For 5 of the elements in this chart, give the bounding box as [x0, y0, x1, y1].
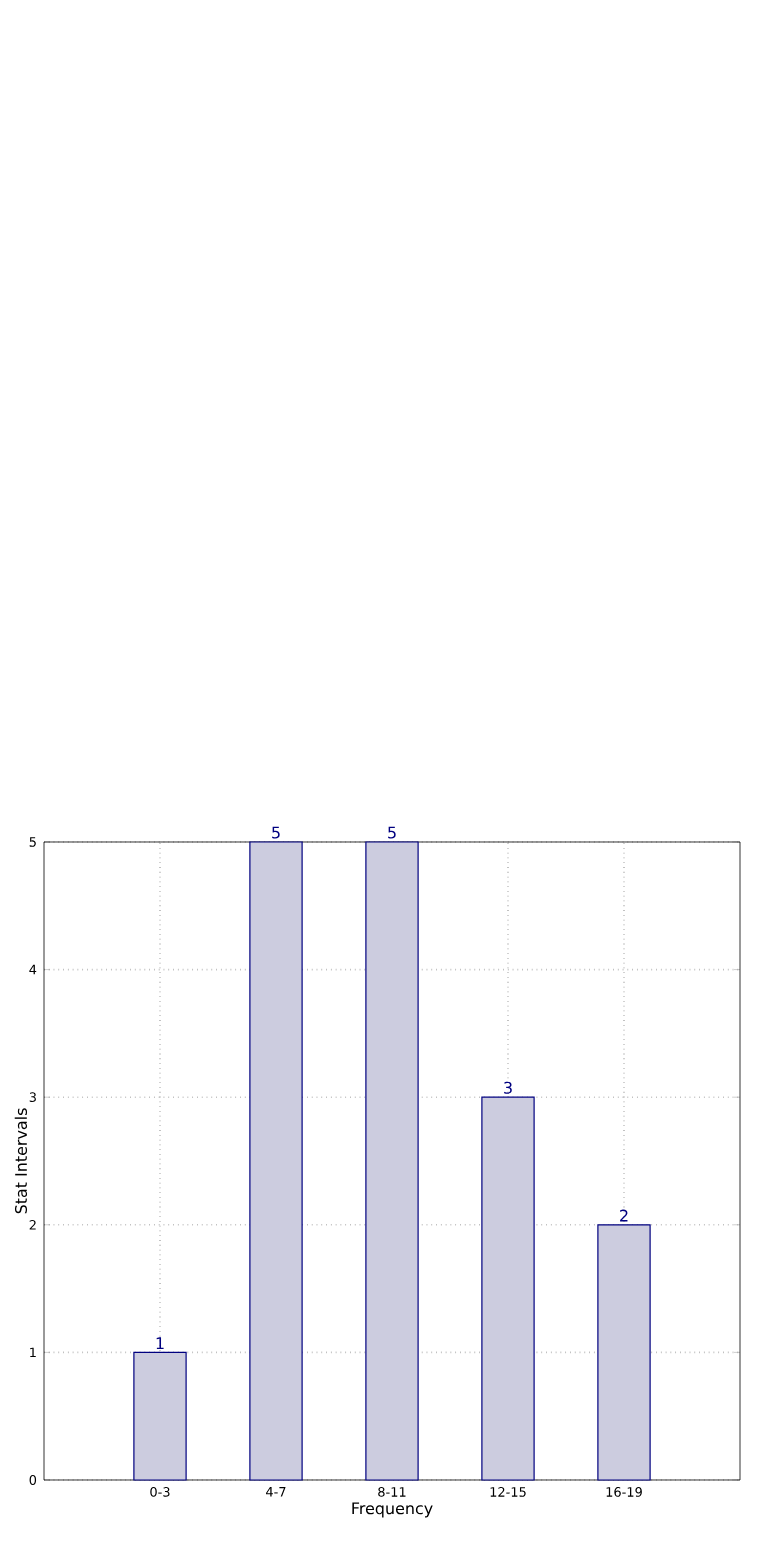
bar	[481, 1096, 535, 1481]
bar	[249, 841, 303, 1481]
bar	[133, 1351, 187, 1481]
bar	[597, 1224, 651, 1481]
bar	[365, 841, 419, 1481]
